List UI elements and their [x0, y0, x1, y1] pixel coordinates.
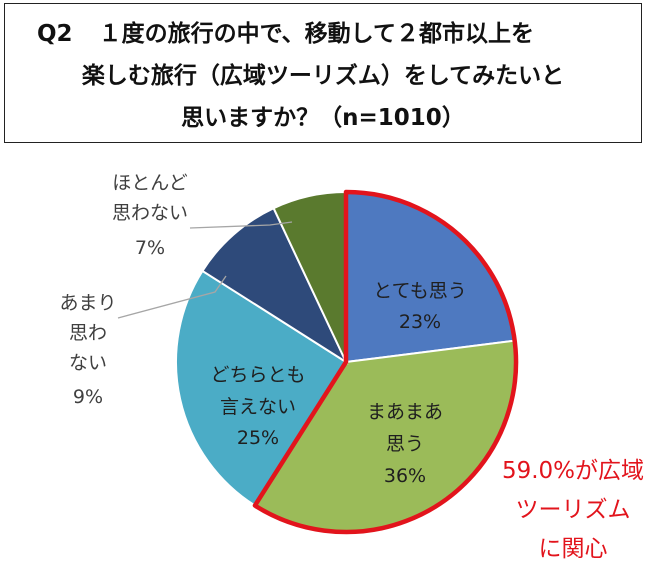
callout-line-3: に関心 [539, 536, 608, 562]
slice-value-hotondo: 7% [135, 237, 165, 259]
leader-line-amari [117, 275, 227, 319]
slice-label-dochira-line-2: 言えない [220, 396, 296, 418]
leader-line-hotondo [189, 221, 293, 229]
slice-label-maamaa-line-1: まあまあ [367, 401, 443, 423]
slice-label-maamaa-line-2: 思う [386, 433, 424, 455]
slice-label-hotondo-line-2: 思わない [112, 202, 188, 224]
question-text-1: １度の旅行の中で、移動して２都市以上を [98, 21, 534, 47]
question-label: Q2 [37, 21, 73, 47]
question-line-3: 思いますか？（n=1010） [181, 105, 465, 131]
highlight-outline [252, 189, 519, 535]
slice-label-dochira-line-1: どちらとも [210, 364, 305, 386]
slice-value-dochira: 25% [237, 427, 279, 449]
slice-label-totemo-line-1: とても思う [373, 280, 466, 302]
slice-label-amari-line-1: あまり [59, 292, 116, 314]
question-box: Q2 １度の旅行の中で、移動して２都市以上を 楽しむ旅行（広域ツーリズム）をしてみ… [4, 3, 642, 143]
callout-line-1: 59.0%が広域 [502, 458, 644, 484]
pie-slice-dochira [174, 269, 348, 507]
slice-value-amari: 9% [73, 386, 103, 408]
slice-label-hotondo-line-1: ほとんど [112, 172, 187, 194]
pie-slice-amari [201, 206, 349, 365]
question-line-2: 楽しむ旅行（広域ツーリズム）をしてみたいと [81, 63, 565, 89]
slice-value-maamaa: 36% [384, 465, 426, 487]
slice-label-amari-line-2: 思わ [69, 322, 107, 344]
slice-value-totemo: 23% [399, 311, 441, 333]
question-line-1: Q2 １度の旅行の中で、移動して２都市以上を [19, 13, 627, 55]
callout-line-2: ツーリズム [516, 497, 631, 523]
pie-slices [174, 190, 517, 533]
slice-labels: とても思う23%まあまあ思う36%どちらとも言えない25%あまり思わない9%ほと… [59, 172, 466, 487]
pie-slice-totemo [345, 190, 516, 364]
slice-label-amari-line-3: ない [69, 352, 107, 374]
leader-lines [117, 221, 293, 319]
